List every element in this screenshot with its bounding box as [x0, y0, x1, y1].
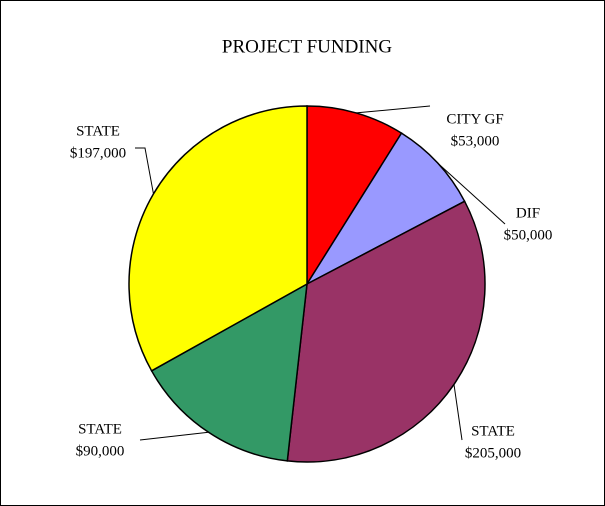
- slice-value-label: $53,000: [451, 133, 500, 149]
- slice-label: STATE: [78, 421, 122, 437]
- leader-line: [453, 384, 463, 441]
- leader-line: [356, 105, 431, 114]
- slice-label: DIF: [516, 205, 540, 221]
- leader-line: [139, 431, 209, 441]
- slice-value-label: $205,000: [465, 445, 521, 461]
- pie-slice: [150, 282, 308, 462]
- pie-slice: [128, 105, 308, 372]
- slice-value-label: $90,000: [76, 443, 125, 459]
- pie-slice: [286, 200, 486, 463]
- leader-line: [135, 147, 154, 195]
- slice-label: CITY GF: [446, 111, 503, 127]
- leader-line: [437, 162, 506, 225]
- slice-label: STATE: [76, 123, 120, 139]
- slice-value-label: $50,000: [504, 227, 553, 243]
- pie-slice: [304, 132, 466, 286]
- chart-title: PROJECT FUNDING: [222, 36, 392, 57]
- slice-value-label: $197,000: [70, 145, 126, 161]
- slice-label: STATE: [471, 423, 515, 439]
- pie-slice: [306, 105, 403, 287]
